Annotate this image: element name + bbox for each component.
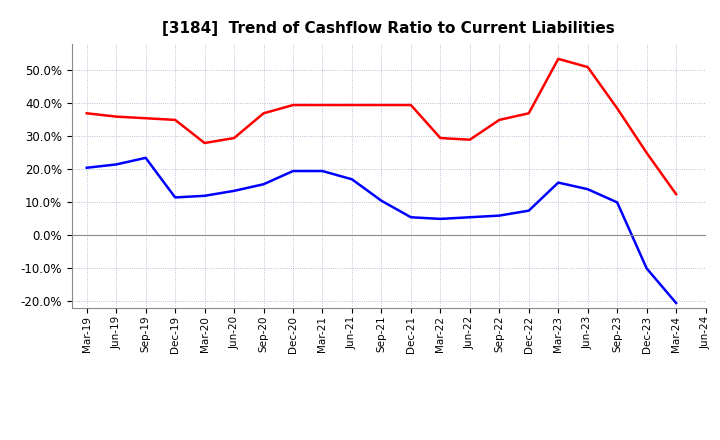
Free CF to Current Liabilities	[583, 187, 592, 192]
Operating CF to Current Liabilities	[436, 136, 445, 141]
Operating CF to Current Liabilities	[230, 136, 238, 141]
Free CF to Current Liabilities	[495, 213, 503, 218]
Free CF to Current Liabilities	[672, 301, 680, 306]
Free CF to Current Liabilities	[642, 266, 651, 271]
Operating CF to Current Liabilities	[672, 191, 680, 197]
Operating CF to Current Liabilities	[318, 103, 327, 108]
Free CF to Current Liabilities	[171, 195, 179, 200]
Operating CF to Current Liabilities	[348, 103, 356, 108]
Free CF to Current Liabilities	[259, 182, 268, 187]
Free CF to Current Liabilities	[524, 208, 533, 213]
Operating CF to Current Liabilities	[642, 150, 651, 156]
Free CF to Current Liabilities	[377, 198, 386, 203]
Free CF to Current Liabilities	[613, 200, 621, 205]
Free CF to Current Liabilities	[348, 176, 356, 182]
Free CF to Current Liabilities	[289, 169, 297, 174]
Free CF to Current Liabilities	[112, 162, 120, 167]
Free CF to Current Liabilities	[230, 188, 238, 194]
Free CF to Current Liabilities	[554, 180, 562, 185]
Operating CF to Current Liabilities	[583, 64, 592, 70]
Operating CF to Current Liabilities	[377, 103, 386, 108]
Free CF to Current Liabilities	[141, 155, 150, 161]
Operating CF to Current Liabilities	[466, 137, 474, 142]
Operating CF to Current Liabilities	[82, 110, 91, 116]
Free CF to Current Liabilities	[407, 215, 415, 220]
Operating CF to Current Liabilities	[524, 110, 533, 116]
Operating CF to Current Liabilities	[141, 116, 150, 121]
Operating CF to Current Liabilities	[289, 103, 297, 108]
Free CF to Current Liabilities	[436, 216, 445, 221]
Title: [3184]  Trend of Cashflow Ratio to Current Liabilities: [3184] Trend of Cashflow Ratio to Curren…	[163, 21, 615, 36]
Operating CF to Current Liabilities	[200, 140, 209, 146]
Operating CF to Current Liabilities	[554, 56, 562, 62]
Operating CF to Current Liabilities	[171, 117, 179, 122]
Free CF to Current Liabilities	[466, 215, 474, 220]
Free CF to Current Liabilities	[318, 169, 327, 174]
Line: Free CF to Current Liabilities: Free CF to Current Liabilities	[86, 158, 676, 303]
Operating CF to Current Liabilities	[112, 114, 120, 119]
Operating CF to Current Liabilities	[495, 117, 503, 122]
Operating CF to Current Liabilities	[259, 110, 268, 116]
Operating CF to Current Liabilities	[613, 106, 621, 111]
Line: Operating CF to Current Liabilities: Operating CF to Current Liabilities	[86, 59, 676, 194]
Free CF to Current Liabilities	[200, 193, 209, 198]
Operating CF to Current Liabilities	[407, 103, 415, 108]
Free CF to Current Liabilities	[82, 165, 91, 170]
